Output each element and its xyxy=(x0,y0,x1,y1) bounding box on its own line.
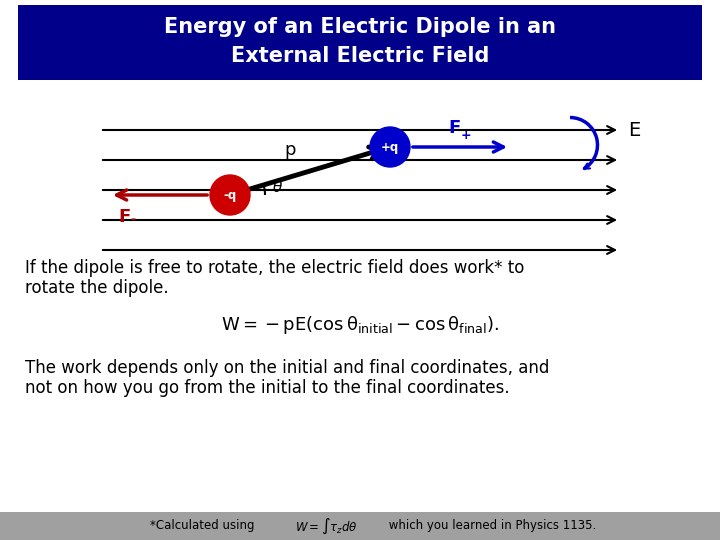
Bar xyxy=(0,512,720,540)
Text: External Electric Field: External Electric Field xyxy=(231,46,489,66)
Text: The work depends only on the initial and final coordinates, and: The work depends only on the initial and… xyxy=(25,359,549,377)
Text: E: E xyxy=(628,120,640,139)
Text: +q: +q xyxy=(381,140,399,153)
Circle shape xyxy=(210,175,250,215)
Text: -: - xyxy=(130,213,135,226)
Text: If the dipole is free to rotate, the electric field does work* to: If the dipole is free to rotate, the ele… xyxy=(25,259,524,277)
Text: F: F xyxy=(118,208,130,226)
Text: Energy of an Electric Dipole in an: Energy of an Electric Dipole in an xyxy=(164,17,556,37)
Text: +: + xyxy=(461,129,472,142)
Text: *Calculated using: *Calculated using xyxy=(150,519,254,532)
Circle shape xyxy=(370,127,410,167)
Text: which you learned in Physics 1135.: which you learned in Physics 1135. xyxy=(385,519,596,532)
Text: not on how you go from the initial to the final coordinates.: not on how you go from the initial to th… xyxy=(25,379,510,397)
Text: p: p xyxy=(284,141,296,159)
Text: $W = \int \tau_z d\theta$: $W = \int \tau_z d\theta$ xyxy=(295,516,358,536)
Text: F: F xyxy=(448,119,460,137)
Text: $\theta$: $\theta$ xyxy=(272,179,283,195)
Bar xyxy=(18,5,702,80)
Text: $\mathregular{W = -pE(\cos\theta_{initial} - \cos\theta_{final}).}$: $\mathregular{W = -pE(\cos\theta_{initia… xyxy=(221,314,499,336)
Text: -q: -q xyxy=(223,188,237,201)
Text: rotate the dipole.: rotate the dipole. xyxy=(25,279,168,297)
